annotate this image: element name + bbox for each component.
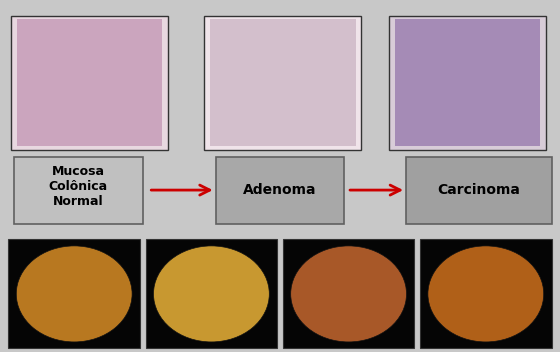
FancyBboxPatch shape (14, 157, 143, 224)
FancyBboxPatch shape (395, 19, 540, 146)
FancyBboxPatch shape (216, 157, 344, 224)
FancyBboxPatch shape (8, 239, 140, 348)
FancyBboxPatch shape (283, 239, 414, 348)
FancyBboxPatch shape (210, 19, 356, 146)
FancyBboxPatch shape (389, 16, 546, 150)
Text: Adenoma: Adenoma (243, 183, 317, 197)
Ellipse shape (16, 246, 132, 342)
FancyBboxPatch shape (11, 16, 168, 150)
Ellipse shape (291, 246, 407, 342)
FancyBboxPatch shape (204, 16, 361, 150)
Ellipse shape (428, 246, 544, 342)
FancyBboxPatch shape (406, 157, 552, 224)
FancyBboxPatch shape (17, 19, 162, 146)
FancyBboxPatch shape (420, 239, 552, 348)
Text: Mucosa
Colônica
Normal: Mucosa Colônica Normal (49, 165, 108, 208)
Text: Carcinoma: Carcinoma (437, 183, 520, 197)
Ellipse shape (153, 246, 269, 342)
FancyBboxPatch shape (146, 239, 277, 348)
